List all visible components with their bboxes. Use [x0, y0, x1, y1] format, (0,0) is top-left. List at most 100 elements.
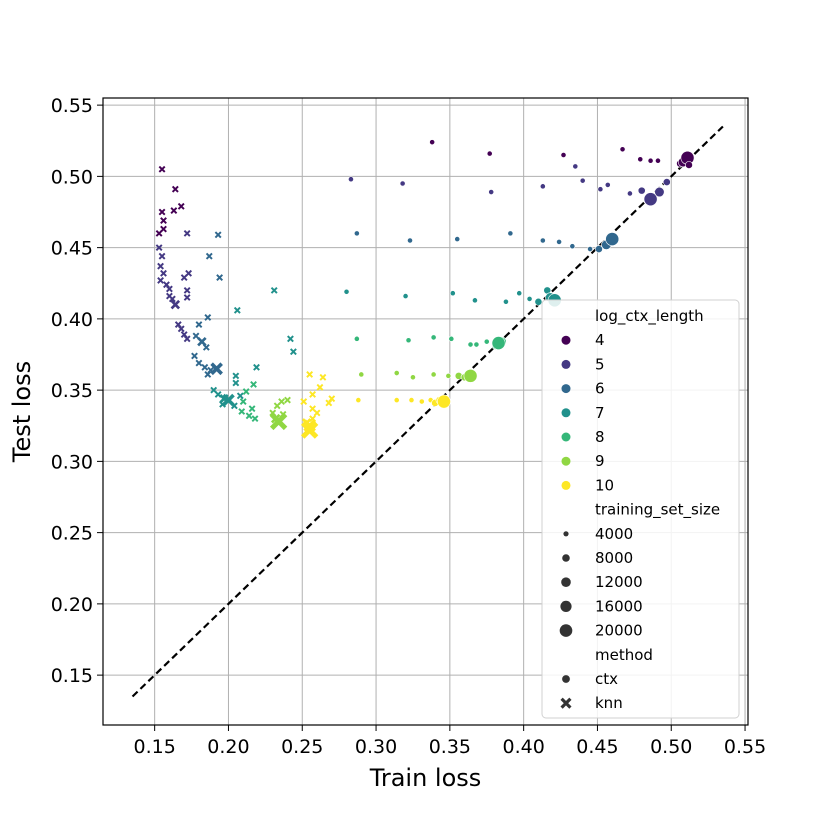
data-point-ctx	[348, 176, 354, 183]
x-tick-label: 0.40	[502, 736, 544, 758]
x-tick-label: 0.25	[281, 736, 323, 758]
data-point-ctx	[597, 186, 604, 193]
y-tick-label: 0.20	[51, 594, 93, 616]
legend-size-marker	[560, 600, 572, 613]
data-point-knn	[157, 262, 164, 270]
data-point-knn	[160, 225, 167, 233]
data-point-knn	[205, 252, 213, 260]
legend-text: 5	[595, 355, 605, 373]
data-point-ctx	[358, 371, 365, 378]
data-point-ctx	[637, 186, 646, 195]
data-point-ctx	[473, 341, 480, 348]
x-tick-label: 0.20	[207, 736, 249, 758]
data-point-knn	[269, 412, 288, 431]
x-axis-ticks: 0.15 0.20 0.25 0.30 0.35 0.40 0.45 0.50 0.55	[134, 725, 766, 758]
data-point-knn	[253, 363, 260, 371]
data-point-knn	[157, 276, 164, 284]
legend-size-marker	[563, 531, 569, 537]
x-tick-label: 0.55	[724, 736, 766, 758]
data-point-knn	[232, 372, 240, 380]
legend-color-marker	[561, 408, 571, 418]
y-axis-label: Test loss	[8, 361, 36, 463]
data-point-knn	[168, 295, 176, 303]
data-point-knn	[236, 392, 244, 400]
legend-box	[541, 299, 740, 719]
data-point-knn	[306, 371, 314, 378]
data-point-ctx	[605, 232, 620, 246]
legend-color-marker	[561, 456, 571, 466]
data-point-knn	[300, 421, 319, 439]
y-axis-ticks: 0.15 0.20 0.25 0.30 0.35 0.40 0.45 0.50 0.55	[51, 95, 103, 687]
data-point-ctx	[560, 152, 567, 158]
legend-size-marker	[559, 624, 573, 637]
data-point-knn	[210, 362, 223, 376]
data-point-knn	[158, 165, 166, 173]
data-point-knn	[251, 415, 259, 423]
data-point-knn	[239, 398, 247, 405]
data-point-knn	[180, 274, 188, 281]
data-point-knn	[183, 229, 191, 237]
y-tick-label: 0.30	[51, 451, 93, 473]
legend-size-marker	[562, 554, 570, 562]
data-point-ctx	[647, 157, 654, 164]
data-point-ctx	[393, 397, 400, 403]
y-tick-label: 0.45	[51, 238, 93, 260]
data-point-knn	[219, 400, 226, 408]
legend-text: 10	[595, 476, 614, 494]
x-tick-label: 0.50	[650, 736, 692, 758]
x-tick-label: 0.30	[355, 736, 397, 758]
data-point-ctx	[503, 298, 509, 305]
data-point-ctx	[437, 394, 451, 409]
legend-text: 8000	[595, 549, 633, 567]
data-point-ctx	[486, 150, 493, 157]
data-point-ctx	[355, 397, 362, 403]
data-point-ctx	[534, 297, 543, 306]
data-point-knn	[319, 373, 327, 381]
data-point-knn	[158, 208, 166, 216]
data-point-knn	[230, 402, 238, 410]
data-point-knn	[191, 352, 198, 360]
legend-size-marker	[561, 577, 571, 587]
data-point-ctx	[408, 397, 415, 403]
data-point-ctx	[399, 180, 406, 187]
data-point-ctx	[467, 341, 474, 348]
data-point-knn	[177, 202, 185, 210]
data-point-knn	[171, 185, 179, 193]
y-tick-label: 0.55	[51, 95, 93, 117]
x-tick-label: 0.35	[429, 736, 471, 758]
data-point-ctx	[429, 139, 436, 146]
data-point-knn	[270, 286, 278, 294]
data-point-knn	[248, 405, 256, 413]
data-point-ctx	[353, 230, 360, 237]
data-point-knn	[183, 294, 191, 301]
data-point-knn	[279, 410, 287, 418]
data-point-ctx	[343, 288, 350, 295]
data-point-ctx	[637, 156, 644, 163]
data-point-ctx	[449, 290, 456, 297]
data-point-ctx	[595, 245, 603, 253]
data-point-ctx	[410, 374, 416, 381]
legend-color-marker	[561, 432, 571, 442]
data-point-ctx	[507, 230, 514, 237]
legend-text: method	[595, 646, 653, 664]
plot-frame	[102, 97, 749, 726]
legend-text: 6	[595, 380, 605, 398]
data-point-ctx	[516, 290, 523, 297]
data-point-ctx	[587, 246, 593, 252]
data-point-knn	[233, 306, 241, 314]
data-point-knn	[204, 371, 212, 378]
legend-text: 20000	[595, 622, 643, 640]
x-tick-label: 0.45	[576, 736, 618, 758]
data-point-ctx	[619, 146, 626, 153]
legend-text: training_set_size	[595, 501, 720, 520]
data-point-ctx	[402, 293, 409, 299]
data-point-ctx	[654, 186, 665, 198]
legend-circle-marker	[561, 674, 571, 684]
data-point-knn	[273, 402, 281, 410]
data-point-knn	[160, 269, 167, 277]
data-point-knn	[316, 383, 324, 391]
data-point-ctx	[579, 177, 586, 184]
data-point-knn	[238, 408, 246, 415]
data-point-ctx	[539, 183, 546, 190]
data-point-ctx	[353, 335, 360, 342]
